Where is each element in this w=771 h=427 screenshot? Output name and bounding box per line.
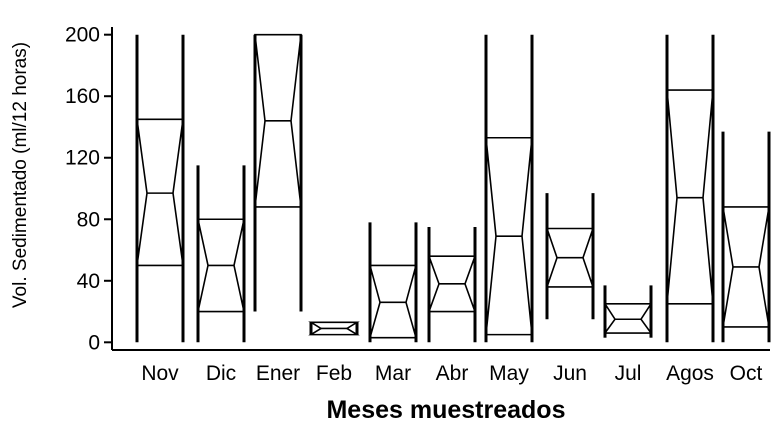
- x-tick-label: Ener: [256, 362, 300, 385]
- x-tick-label: Agos: [666, 362, 714, 385]
- box-mar: [368, 222, 418, 343]
- x-tick-label: Feb: [316, 362, 352, 385]
- x-tick-label: Mar: [375, 362, 411, 385]
- x-axis-title: Meses muestreados: [326, 396, 565, 424]
- y-tick-label: 160: [65, 85, 100, 108]
- box-jul: [603, 285, 653, 338]
- y-tick-label: 40: [77, 270, 100, 293]
- box-dic: [196, 165, 246, 343]
- y-axis: 0 40 80 120 160 200: [65, 24, 113, 354]
- y-tick-label: 0: [88, 331, 100, 354]
- box-ener: [253, 33, 303, 312]
- box-nov: [135, 34, 185, 343]
- box-abr: [427, 226, 477, 343]
- box-feb: [308, 321, 360, 336]
- y-tick-label: 120: [65, 147, 100, 170]
- x-tick-label: Jun: [553, 362, 587, 385]
- y-tick-label: 80: [77, 208, 100, 231]
- x-tick-label: May: [489, 362, 529, 385]
- box-jun: [545, 193, 595, 320]
- box-oct: [721, 131, 771, 343]
- x-tick-label: Abr: [436, 362, 469, 385]
- x-tick-label: Jul: [615, 362, 642, 385]
- box-agos: [665, 34, 715, 343]
- x-tick-label: Dic: [206, 362, 236, 385]
- y-axis-title: Vol. Sedimentado (ml/12 horas): [10, 42, 31, 308]
- x-tick-label: Oct: [730, 362, 763, 385]
- y-tick-label: 200: [65, 24, 100, 47]
- box-may: [484, 34, 534, 343]
- x-tick-label: Nov: [141, 362, 179, 385]
